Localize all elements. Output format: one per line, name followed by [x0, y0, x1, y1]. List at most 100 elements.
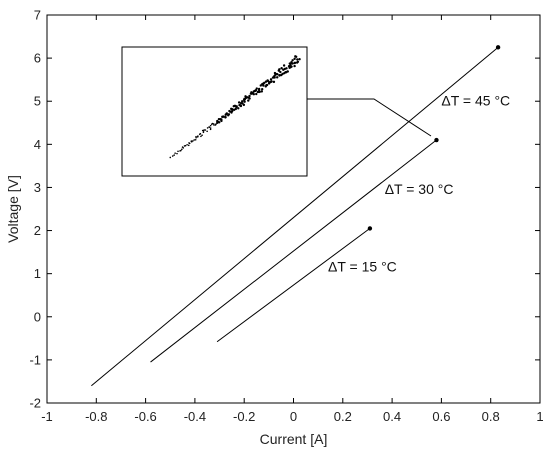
inset-point [211, 122, 214, 125]
x-tick-label: -0.2 [233, 409, 255, 424]
inset-point [247, 99, 250, 102]
x-tick-label: 0.2 [334, 409, 352, 424]
annotation-label-2: ΔT = 30 °C [385, 181, 454, 197]
inset-point [199, 132, 202, 135]
inset-point [209, 128, 212, 131]
annotation-label-3: ΔT = 15 °C [328, 259, 397, 275]
inset-point [209, 127, 212, 129]
inset-point [242, 103, 246, 107]
inset-point [225, 112, 229, 115]
inset-point [257, 88, 261, 92]
inset-point [293, 57, 296, 61]
inset-point [260, 87, 264, 91]
series-line-2 [150, 139, 437, 363]
inset-point [227, 114, 230, 117]
inset-point [258, 90, 261, 94]
inset-point [202, 131, 205, 134]
inset-point [204, 129, 207, 131]
inset-point [234, 107, 237, 111]
inset-point [266, 79, 269, 82]
y-tick-label: 4 [34, 137, 41, 152]
x-tick-label: -0.4 [184, 409, 206, 424]
inset-point [278, 68, 281, 71]
inset-point [240, 100, 244, 103]
series-end-marker-3 [367, 226, 373, 231]
inset-point [294, 55, 298, 58]
inset-leader-line [307, 98, 432, 137]
inset-point [239, 104, 243, 108]
inset-point [200, 135, 202, 138]
inset-point [230, 111, 233, 114]
inset-point [176, 152, 178, 155]
inset-point [196, 136, 199, 138]
inset-point [180, 149, 182, 152]
y-tick-label: 0 [34, 309, 41, 324]
y-axis-title: Voltage [V] [5, 175, 21, 243]
annotation-label-1: ΔT = 45 °C [441, 93, 510, 109]
inset-point [237, 101, 241, 104]
inset-point [291, 59, 294, 62]
x-tick-label: 0.6 [432, 409, 450, 424]
inset-point [222, 115, 225, 118]
inset-point [291, 62, 294, 65]
x-tick-label: 0.8 [482, 409, 500, 424]
inset-point [195, 135, 197, 138]
inset-point [203, 129, 205, 131]
inset-point [194, 138, 197, 141]
inset-point [262, 84, 265, 87]
inset-point [201, 134, 203, 137]
x-tick-label: -0.6 [134, 409, 156, 424]
inset-point [286, 70, 289, 73]
inset-point [285, 67, 288, 70]
inset-point [272, 80, 276, 84]
inset-point [290, 65, 293, 68]
inset-point [192, 140, 194, 142]
inset-point [177, 150, 179, 153]
inset-point [296, 58, 299, 61]
inset-point [255, 92, 258, 96]
inset-point [184, 144, 187, 147]
inset-point [274, 73, 277, 76]
inset-point [248, 94, 251, 98]
inset-point [270, 80, 273, 83]
y-tick-label: 2 [34, 223, 41, 238]
inset-point [206, 130, 208, 133]
series-line-1 [91, 46, 499, 387]
x-tick-label: 1 [536, 409, 543, 424]
inset-point [276, 72, 279, 76]
x-tick-label: 0 [290, 409, 297, 424]
inset-point [212, 123, 215, 125]
inset-point [188, 142, 190, 144]
inset-point [182, 147, 185, 149]
series-end-marker-2 [434, 137, 439, 143]
inset-point [171, 155, 174, 157]
inset-point [237, 107, 240, 110]
inset-point [282, 64, 286, 67]
inset-point [296, 60, 300, 63]
inset-point [248, 97, 251, 100]
series-end-marker-1 [495, 45, 501, 50]
inset-point [298, 58, 301, 61]
plot-area-group: -1 -0.8 -0.6 -0.4 -0.2 0 0.2 0.4 0.6 0.8 1-2-10123… [5, 8, 544, 448]
inset-point [173, 154, 175, 156]
inset-point [215, 123, 217, 125]
inset-point [260, 90, 264, 93]
inset-point [263, 81, 266, 84]
y-tick-label: 1 [34, 266, 41, 281]
series-line-3 [216, 227, 371, 343]
y-tick-label: 5 [34, 94, 41, 109]
inset-point [293, 61, 297, 64]
inset-point [218, 121, 221, 124]
y-tick-label: 3 [34, 180, 41, 195]
x-tick-label: -0.8 [85, 409, 107, 424]
inset-point [220, 118, 223, 121]
x-tick-label: -1 [41, 409, 53, 424]
x-tick-label: 0.4 [383, 409, 401, 424]
inset-frame [121, 46, 308, 177]
inset-point [187, 144, 190, 147]
inset-point [230, 107, 234, 111]
inset-point [280, 67, 283, 70]
inset-point [209, 124, 212, 127]
